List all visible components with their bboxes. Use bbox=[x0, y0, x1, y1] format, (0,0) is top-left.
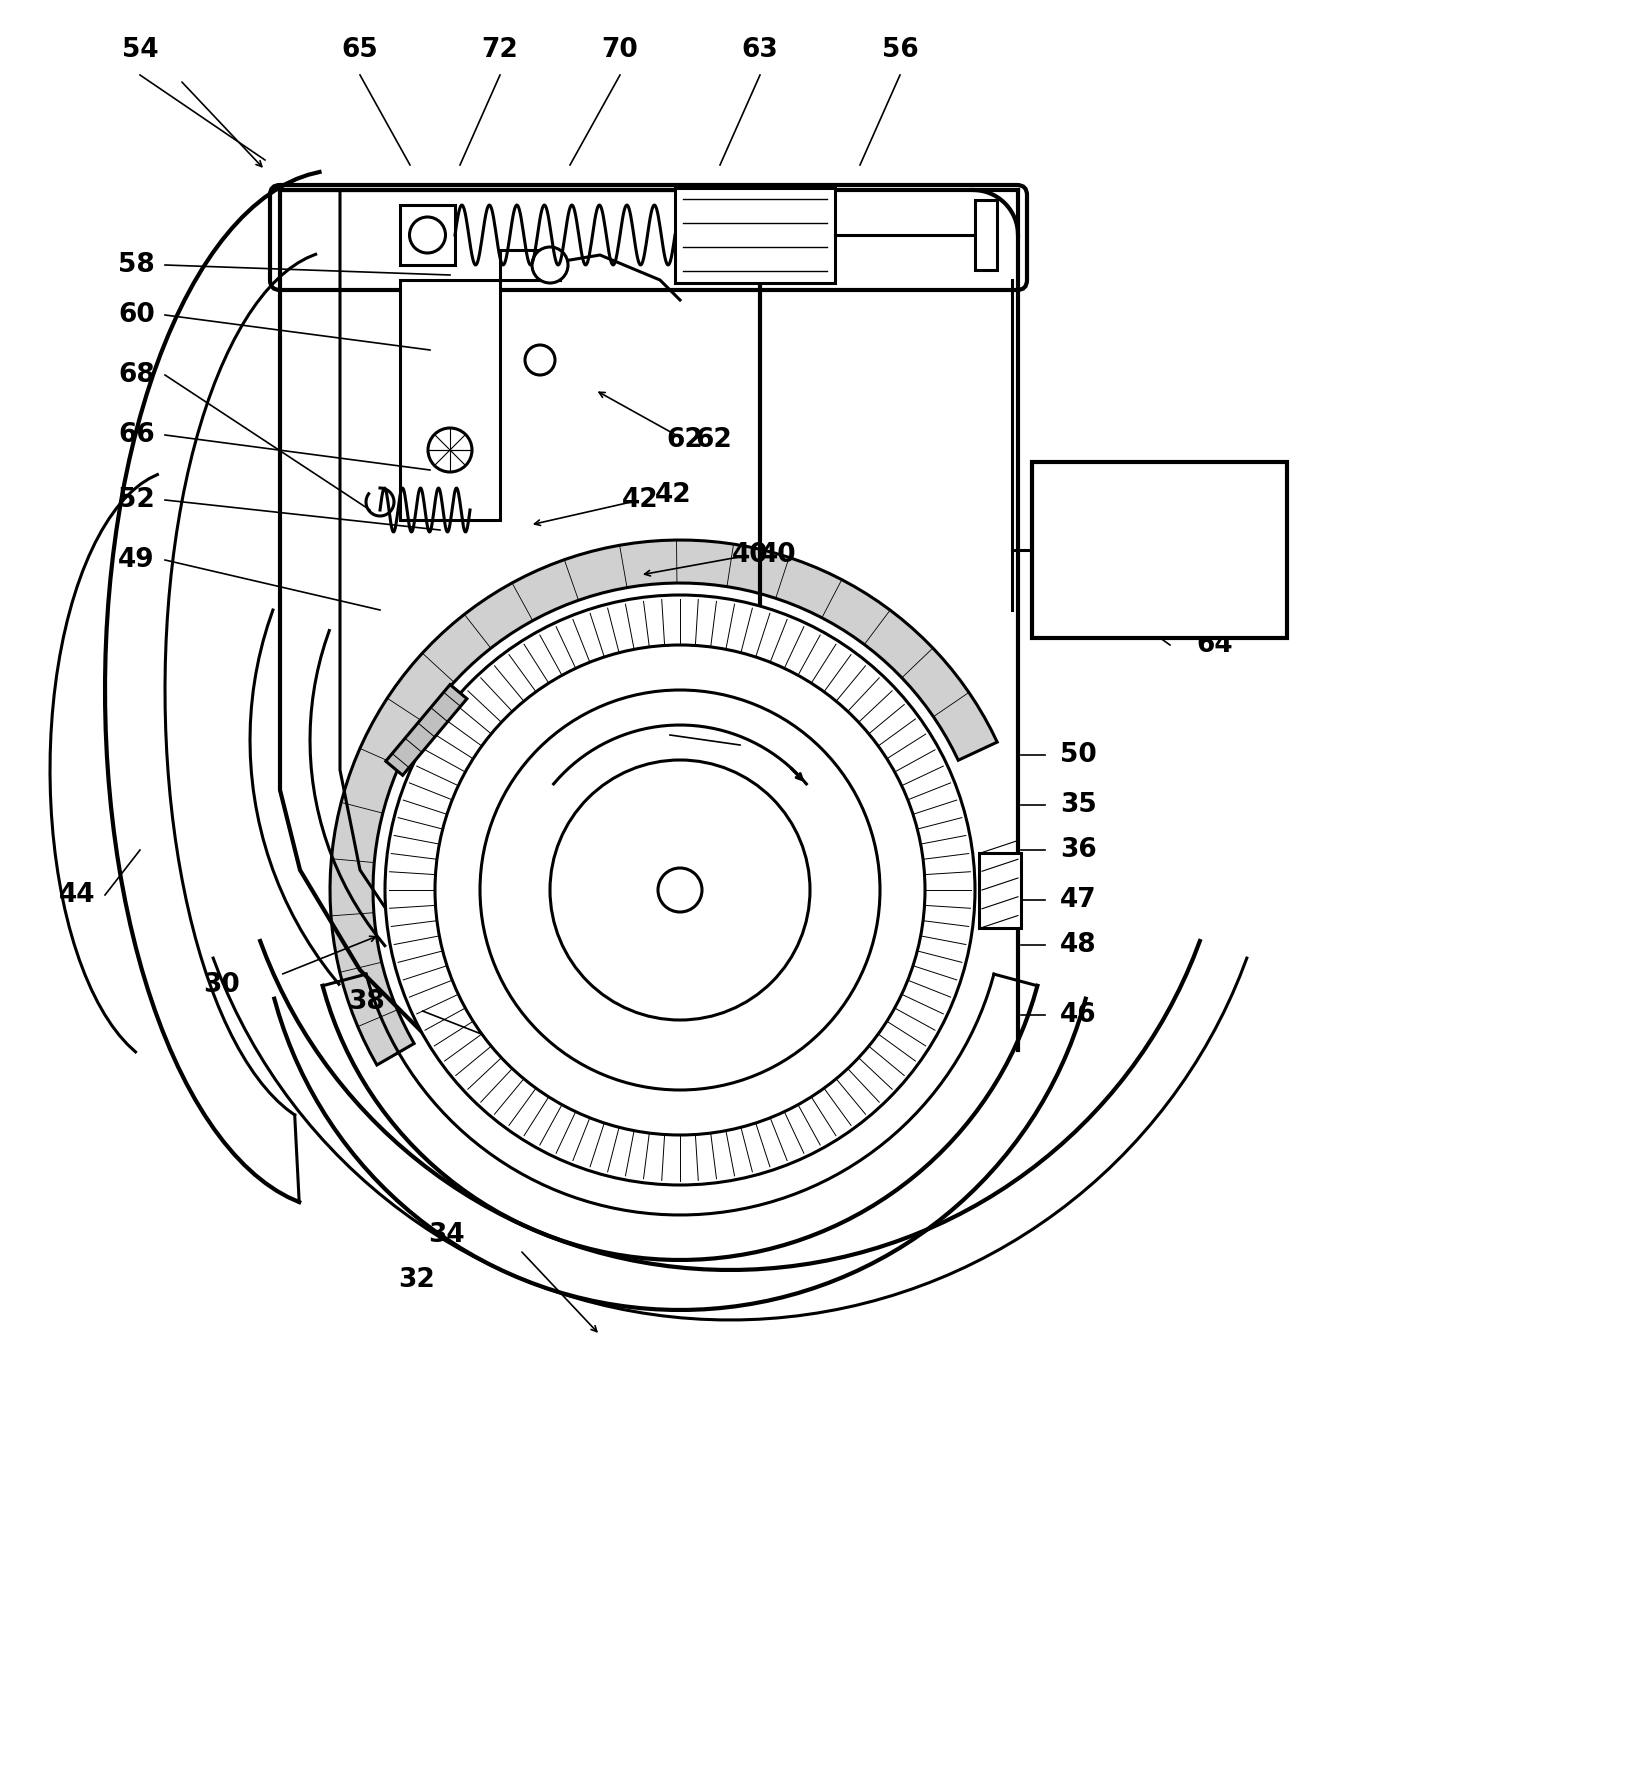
Circle shape bbox=[428, 428, 472, 473]
Text: 70: 70 bbox=[602, 37, 638, 64]
Text: 40: 40 bbox=[759, 542, 797, 568]
Text: 35: 35 bbox=[1059, 791, 1096, 818]
Text: 30: 30 bbox=[203, 972, 239, 998]
Text: 62: 62 bbox=[665, 427, 703, 453]
Text: 52: 52 bbox=[118, 487, 156, 513]
Circle shape bbox=[480, 690, 880, 1090]
Text: 54: 54 bbox=[121, 37, 159, 64]
Text: ACTUATOR
CONTROL
CIRCUIT: ACTUATOR CONTROL CIRCUIT bbox=[1092, 513, 1226, 586]
Bar bbox=[1031, 462, 1287, 637]
Polygon shape bbox=[385, 685, 467, 775]
Text: 72: 72 bbox=[482, 37, 518, 64]
Circle shape bbox=[549, 759, 810, 1020]
Text: 42: 42 bbox=[654, 481, 692, 508]
Text: 42: 42 bbox=[621, 487, 657, 513]
Text: 68: 68 bbox=[118, 363, 156, 388]
Circle shape bbox=[524, 345, 554, 375]
Bar bbox=[400, 205, 454, 266]
Text: 38: 38 bbox=[347, 989, 385, 1014]
FancyBboxPatch shape bbox=[270, 186, 1026, 290]
Circle shape bbox=[531, 248, 567, 283]
Text: 62: 62 bbox=[695, 427, 731, 453]
Text: 60: 60 bbox=[118, 303, 156, 327]
Bar bbox=[978, 853, 1021, 927]
Text: 80: 80 bbox=[661, 887, 698, 913]
Text: 66: 66 bbox=[118, 421, 156, 448]
Text: 58: 58 bbox=[118, 251, 156, 278]
Text: 49: 49 bbox=[118, 547, 156, 573]
Text: 82: 82 bbox=[641, 712, 679, 738]
Text: 65: 65 bbox=[341, 37, 379, 64]
Text: 50: 50 bbox=[1059, 742, 1096, 768]
Polygon shape bbox=[329, 540, 997, 1066]
Text: 47: 47 bbox=[1059, 887, 1096, 913]
Bar bbox=[975, 200, 997, 271]
Circle shape bbox=[434, 644, 924, 1135]
Text: 44: 44 bbox=[59, 881, 95, 908]
Text: 46: 46 bbox=[1059, 1002, 1096, 1028]
Text: 63: 63 bbox=[741, 37, 779, 64]
Text: 56: 56 bbox=[882, 37, 918, 64]
Text: 48: 48 bbox=[1059, 933, 1096, 958]
Text: 36: 36 bbox=[1059, 837, 1096, 864]
Text: 64: 64 bbox=[1196, 632, 1233, 658]
Bar bbox=[675, 188, 834, 283]
Text: 34: 34 bbox=[428, 1221, 465, 1248]
Circle shape bbox=[657, 867, 701, 912]
Text: 40: 40 bbox=[731, 542, 767, 568]
Text: 32: 32 bbox=[398, 1267, 434, 1294]
Circle shape bbox=[410, 218, 446, 253]
Polygon shape bbox=[400, 250, 559, 520]
Circle shape bbox=[385, 595, 975, 1184]
